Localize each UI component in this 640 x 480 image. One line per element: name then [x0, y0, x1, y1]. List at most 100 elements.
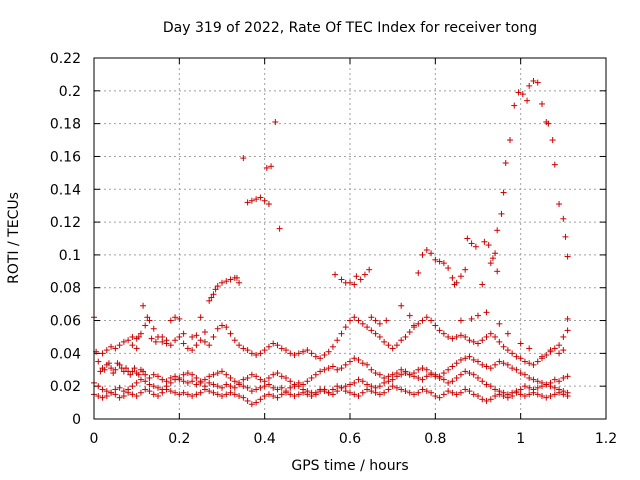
data-point [155, 384, 161, 391]
data-point [338, 276, 345, 283]
data-point [415, 389, 422, 396]
data-point [504, 330, 511, 337]
data-point [389, 383, 396, 390]
data-point [468, 315, 475, 322]
data-point [308, 374, 315, 381]
data-point [526, 384, 533, 391]
data-point [539, 353, 545, 360]
data-point [210, 389, 217, 396]
data-point [206, 373, 213, 380]
data-point [364, 386, 371, 393]
data-points [91, 77, 571, 408]
data-point [329, 386, 336, 393]
data-point [445, 379, 452, 386]
data-point [449, 335, 456, 342]
data-point [342, 324, 349, 331]
data-point [415, 320, 422, 327]
data-point [445, 366, 452, 373]
data-point [125, 337, 132, 344]
data-point [244, 199, 251, 206]
data-point [295, 391, 302, 398]
data-point [368, 327, 375, 334]
data-point [334, 383, 341, 390]
data-point [283, 389, 289, 396]
data-point [355, 356, 362, 363]
data-point [436, 373, 443, 380]
data-point [564, 253, 571, 260]
data-point [472, 243, 479, 250]
data-point [240, 394, 247, 401]
data-point [449, 363, 456, 370]
data-point [112, 366, 119, 373]
data-point [99, 394, 106, 401]
data-point [240, 383, 247, 390]
data-point [432, 322, 439, 329]
data-point [498, 210, 505, 217]
data-point [393, 342, 400, 349]
data-point [189, 378, 196, 385]
data-point [283, 374, 289, 381]
data-point [534, 358, 541, 365]
data-point [500, 393, 507, 400]
data-point [159, 333, 166, 340]
data-point [197, 378, 204, 385]
data-point [206, 379, 213, 386]
data-point [436, 394, 443, 401]
data-point [411, 391, 417, 398]
data-point [547, 347, 554, 354]
y-tick-label: 0.16 [50, 149, 81, 165]
data-point [543, 352, 550, 359]
data-point [436, 258, 443, 265]
data-point [457, 389, 464, 396]
data-point [393, 384, 400, 391]
data-point [406, 389, 413, 396]
data-point [462, 333, 469, 340]
data-point [351, 379, 358, 386]
data-point [125, 389, 132, 396]
data-point [244, 347, 251, 354]
data-point [483, 333, 490, 340]
data-point [193, 374, 200, 381]
data-point [372, 317, 379, 324]
data-point [500, 343, 507, 350]
data-point [534, 79, 541, 86]
data-point [150, 383, 157, 390]
data-point [453, 374, 460, 381]
data-point [244, 397, 251, 404]
data-point [248, 401, 255, 408]
data-point [526, 82, 533, 89]
data-point [206, 297, 213, 304]
data-point [436, 327, 443, 334]
data-point [423, 246, 430, 253]
data-point [137, 330, 144, 337]
data-point [449, 274, 456, 281]
data-point [419, 317, 426, 324]
data-point [502, 160, 509, 167]
data-point [492, 333, 499, 340]
data-point [325, 389, 332, 396]
data-point [155, 373, 161, 380]
data-point [129, 368, 136, 375]
data-point [539, 393, 545, 400]
data-point [304, 347, 311, 354]
data-point [112, 391, 119, 398]
data-point [137, 389, 144, 396]
data-point [526, 345, 533, 352]
data-point [492, 250, 499, 257]
data-point [231, 391, 238, 398]
data-point [551, 345, 558, 352]
data-point [428, 250, 435, 257]
data-point [261, 197, 268, 204]
data-point [372, 389, 379, 396]
data-point [475, 374, 481, 381]
data-point [560, 215, 567, 222]
data-point [148, 335, 155, 342]
data-point [146, 374, 153, 381]
data-point [381, 338, 388, 345]
data-point [123, 365, 129, 372]
data-point [257, 384, 264, 391]
data-point [312, 371, 319, 378]
data-point [359, 389, 366, 396]
data-point [261, 347, 268, 354]
data-point [274, 370, 281, 377]
